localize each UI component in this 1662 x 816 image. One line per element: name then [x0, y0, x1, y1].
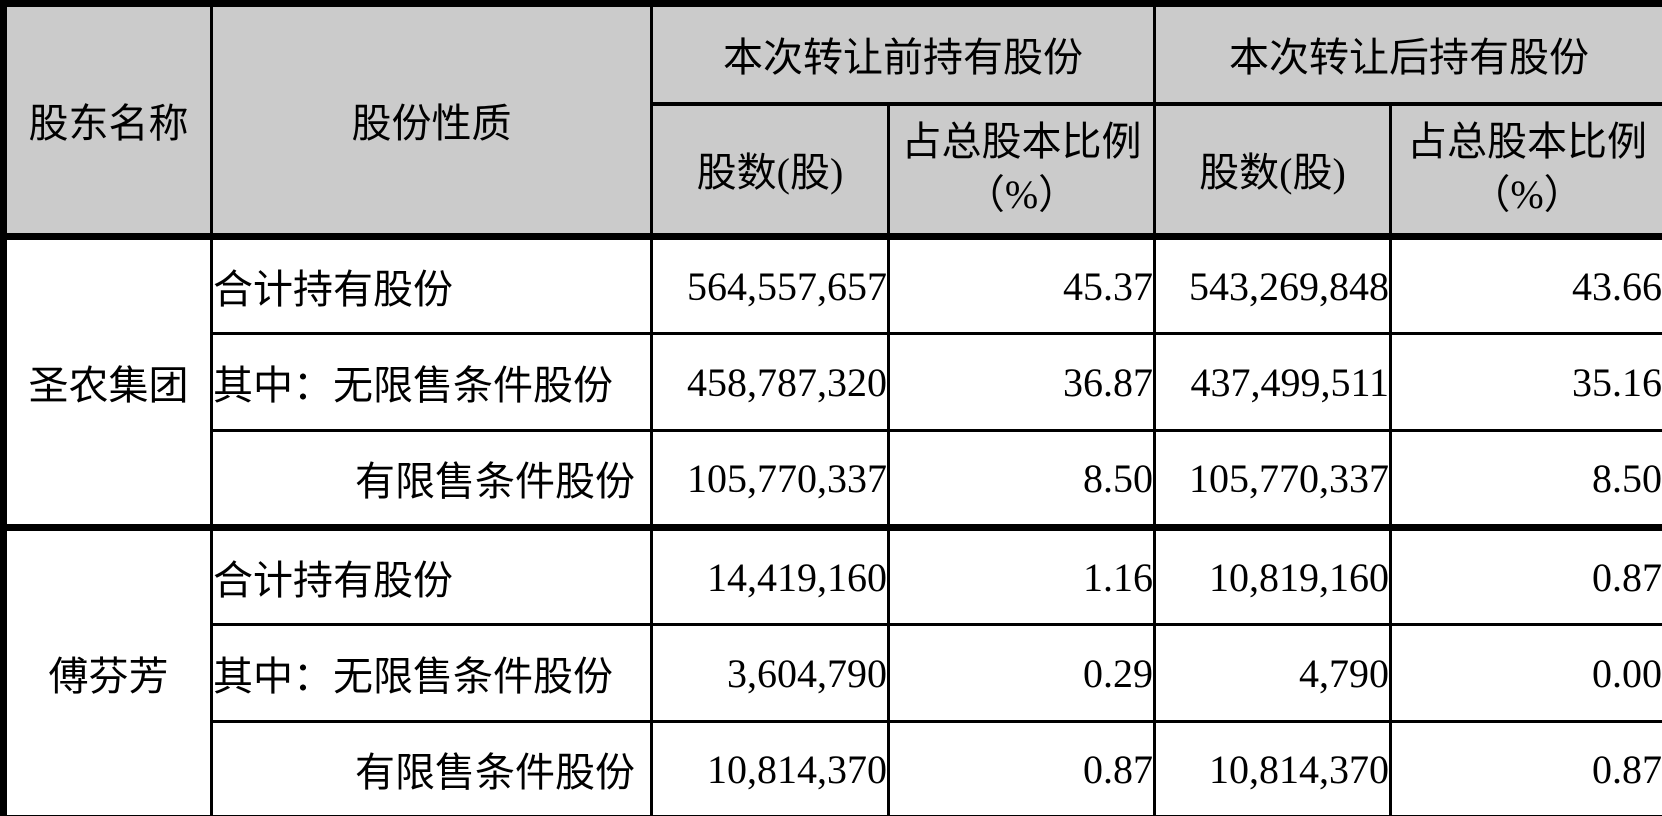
pct-after-cell: 35.16: [1389, 332, 1662, 432]
pct-before-cell: 0.87: [887, 720, 1156, 816]
pct-after-cell: 0.87: [1389, 720, 1662, 816]
shares-after-cell: 4,790: [1153, 623, 1392, 723]
header-share-nature: 股份性质: [210, 2, 653, 240]
share-nature-cell: 其中：无限售条件股份: [210, 623, 653, 723]
header-pct-line2: （%）: [1470, 172, 1584, 218]
shares-after-cell: 437,499,511: [1153, 332, 1392, 432]
header-shares-after: 股数(股): [1153, 102, 1392, 240]
header-pct-line1: 占总股本比例: [901, 119, 1142, 165]
shares-before-cell: 458,787,320: [650, 332, 890, 432]
header-group-after-transfer: 本次转让后持有股份: [1153, 2, 1662, 106]
header-pct-line1: 占总股本比例: [1407, 119, 1647, 165]
share-nature-cell: 有限售条件股份: [210, 720, 653, 816]
table-row: 圣农集团 合计持有股份 564,557,657 45.37 543,269,84…: [2, 235, 1662, 531]
shares-after-cell: 10,819,160: [1153, 526, 1392, 626]
pct-before-cell: 1.16: [887, 526, 1156, 626]
header-group-before-transfer: 本次转让前持有股份: [650, 2, 1156, 106]
share-nature-cell: 合计持有股份: [210, 235, 653, 335]
table-row: 有限售条件股份 10,814,370 0.87 10,814,370 0.87: [4, 720, 1662, 816]
header-pct-after: 占总股本比例 （%）: [1389, 102, 1662, 240]
shares-before-cell: 3,604,790: [650, 623, 890, 723]
shares-before-cell: 10,814,370: [650, 720, 890, 816]
pct-before-cell: 36.87: [887, 332, 1156, 432]
pct-after-cell: 0.00: [1389, 623, 1662, 723]
share-nature-cell: 其中：无限售条件股份: [210, 332, 653, 432]
header-shares-before: 股数(股): [650, 102, 890, 240]
pct-before-cell: 0.29: [887, 623, 1156, 723]
shareholder-name-cell: 圣农集团: [2, 235, 213, 531]
shares-before-cell: 105,770,337: [650, 429, 890, 531]
pct-before-cell: 45.37: [887, 235, 1156, 335]
header-pct-line2: （%）: [964, 172, 1079, 218]
table-row: 其中：无限售条件股份 3,604,790 0.29 4,790 0.00: [4, 623, 1662, 723]
table-row: 傅芬芳 合计持有股份 14,419,160 1.16 10,819,160 0.…: [2, 526, 1662, 816]
share-nature-cell: 有限售条件股份: [210, 429, 653, 531]
share-nature-cell: 合计持有股份: [210, 526, 653, 626]
pct-after-cell: 0.87: [1389, 526, 1662, 626]
pct-after-cell: 43.66: [1389, 235, 1662, 335]
shares-before-cell: 14,419,160: [650, 526, 890, 626]
table-row: 有限售条件股份 105,770,337 8.50 105,770,337 8.5…: [4, 429, 1662, 531]
header-row-subcolumns: 股数(股) 占总股本比例 （%） 股数(股) 占总股本比例 （%）: [4, 102, 1662, 240]
shares-after-cell: 543,269,848: [1153, 235, 1392, 335]
shares-after-cell: 10,814,370: [1153, 720, 1392, 816]
header-pct-before: 占总股本比例 （%）: [887, 102, 1156, 240]
header-row-groups: 股东名称 股份性质 本次转让前持有股份 本次转让后持有股份: [2, 2, 1662, 240]
shareholder-name-cell: 傅芬芳: [2, 526, 213, 816]
header-shareholder-name: 股东名称: [2, 2, 213, 240]
pct-after-cell: 8.50: [1389, 429, 1662, 531]
shares-before-cell: 564,557,657: [650, 235, 890, 335]
shares-after-cell: 105,770,337: [1153, 429, 1392, 531]
pct-before-cell: 8.50: [887, 429, 1156, 531]
table-row: 其中：无限售条件股份 458,787,320 36.87 437,499,511…: [4, 332, 1662, 432]
